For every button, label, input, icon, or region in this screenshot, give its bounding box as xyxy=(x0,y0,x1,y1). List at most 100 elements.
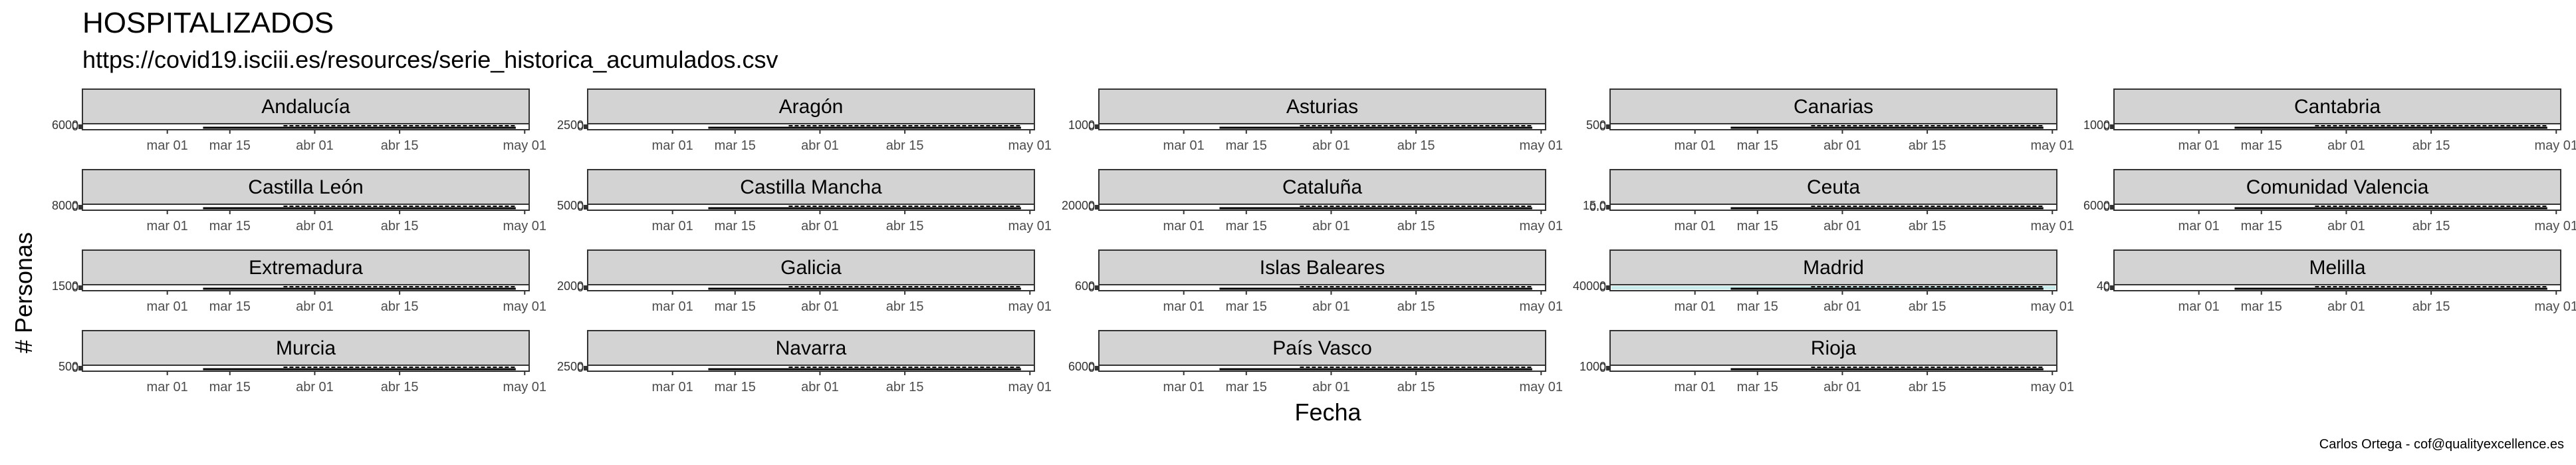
facet-strip-label: Aragón xyxy=(779,96,844,118)
x-tick-label: mar 15 xyxy=(715,219,756,233)
x-tick-label: mar 01 xyxy=(1163,380,1205,394)
y-tick-label: 0 xyxy=(577,361,584,375)
x-tick-label: mar 15 xyxy=(2241,219,2282,233)
facet-strip xyxy=(1098,169,1546,205)
y-tick-label: 0 xyxy=(577,200,584,214)
x-tick-label: abr 15 xyxy=(1909,380,1946,394)
facet-strip-label: Galicia xyxy=(780,257,842,279)
x-tick-label: abr 01 xyxy=(1312,299,1350,314)
y-tick-label: 600 xyxy=(1075,279,1095,293)
x-tick-label: mar 15 xyxy=(715,380,756,394)
x-tick-label: abr 01 xyxy=(296,219,334,233)
x-tick-label: may 01 xyxy=(503,138,546,153)
x-tick-label: may 01 xyxy=(1008,219,1052,233)
y-tick-label: 1000 xyxy=(1580,360,1606,373)
y-tick-label: 0 xyxy=(1599,120,1606,133)
x-tick-label: abr 01 xyxy=(1823,299,1861,314)
facet-strip xyxy=(82,249,530,285)
x-tick-label: abr 15 xyxy=(2412,299,2450,314)
x-tick-label: may 01 xyxy=(1519,380,1563,394)
x-tick-label: abr 15 xyxy=(381,299,419,314)
x-tick-label: mar 01 xyxy=(2178,138,2220,153)
x-tick-label: mar 15 xyxy=(1737,138,1778,153)
y-tick-label: 0 xyxy=(2103,200,2110,214)
facet-strip-label: Andalucía xyxy=(261,96,350,118)
x-tick-label: mar 15 xyxy=(2241,299,2282,314)
x-tick-label: abr 01 xyxy=(801,299,839,314)
x-tick-label: mar 01 xyxy=(2178,299,2220,314)
y-tick-mark xyxy=(2110,205,2113,210)
x-tick-label: abr 15 xyxy=(381,380,419,394)
x-tick-label: may 01 xyxy=(2030,138,2074,153)
x-tick-label: mar 15 xyxy=(1737,219,1778,233)
facet-strip-label: Islas Baleares xyxy=(1260,257,1385,279)
x-tick-label: may 01 xyxy=(2030,299,2074,314)
x-tick-label: mar 15 xyxy=(1737,380,1778,394)
x-tick-label: mar 01 xyxy=(147,299,188,314)
x-tick-label: abr 15 xyxy=(1397,299,1435,314)
y-axis-label: # Personas xyxy=(10,232,37,354)
y-tick-mark xyxy=(584,124,587,129)
x-tick-label: abr 15 xyxy=(1909,138,1946,153)
y-tick-mark xyxy=(1095,124,1098,129)
y-tick-mark xyxy=(1606,124,1609,129)
y-tick-label: 0 xyxy=(2103,281,2110,294)
y-tick-mark xyxy=(584,285,587,290)
x-tick-label: abr 01 xyxy=(2327,299,2365,314)
x-tick-label: may 01 xyxy=(2030,380,2074,394)
y-tick-mark xyxy=(78,285,82,290)
y-tick-mark xyxy=(1606,285,1609,290)
x-tick-label: abr 15 xyxy=(1909,299,1946,314)
x-tick-label: mar 01 xyxy=(147,219,188,233)
y-tick-label: 6000 xyxy=(52,118,78,132)
y-tick-label: 5000 xyxy=(557,199,584,212)
x-tick-label: mar 01 xyxy=(652,138,693,153)
x-tick-label: may 01 xyxy=(503,219,546,233)
x-tick-label: abr 01 xyxy=(1823,138,1861,153)
y-tick-mark xyxy=(1095,366,1098,371)
x-tick-label: mar 01 xyxy=(652,299,693,314)
y-tick-label: 0 xyxy=(577,281,584,294)
facet-strip-label: Extremadura xyxy=(249,257,363,279)
x-tick-label: abr 15 xyxy=(886,299,924,314)
facet-strip-label: País Vasco xyxy=(1272,337,1372,359)
x-tick-label: may 01 xyxy=(2534,299,2576,314)
y-tick-label: 1000 xyxy=(2083,118,2110,132)
facet-strip-label: Murcia xyxy=(276,337,336,359)
y-tick-label: 20000 xyxy=(1062,199,1095,212)
x-tick-label: abr 01 xyxy=(296,380,334,394)
x-tick-label: abr 01 xyxy=(1312,138,1350,153)
y-tick-label: 8000 xyxy=(52,199,78,212)
x-tick-label: mar 01 xyxy=(1675,219,1716,233)
x-tick-label: abr 01 xyxy=(2327,138,2365,153)
y-tick-label: 0 xyxy=(1088,120,1095,133)
y-tick-mark xyxy=(1095,285,1098,290)
x-tick-label: mar 01 xyxy=(147,380,188,394)
x-tick-label: mar 01 xyxy=(1163,299,1205,314)
x-tick-label: mar 15 xyxy=(209,138,251,153)
x-tick-label: mar 01 xyxy=(1675,380,1716,394)
y-tick-label: 0 xyxy=(1599,361,1606,375)
facet-strip xyxy=(1609,249,2057,285)
x-axis-label: Fecha xyxy=(1294,398,1361,426)
facet-strip-label: Melilla xyxy=(2309,257,2365,279)
y-tick-label: 1500 xyxy=(52,279,78,293)
x-tick-label: mar 15 xyxy=(715,138,756,153)
facet-strip xyxy=(1609,88,2057,124)
x-tick-label: abr 15 xyxy=(381,219,419,233)
x-tick-label: abr 01 xyxy=(801,380,839,394)
facet-strip-label: Canarias xyxy=(1794,96,1873,118)
x-tick-label: may 01 xyxy=(1008,138,1052,153)
x-tick-label: may 01 xyxy=(2534,219,2576,233)
x-tick-label: mar 15 xyxy=(1226,138,1267,153)
x-tick-label: mar 15 xyxy=(1737,299,1778,314)
y-tick-label: 0 xyxy=(1599,281,1606,294)
facet-strip xyxy=(587,88,1035,124)
x-tick-label: mar 15 xyxy=(209,219,251,233)
caption: Carlos Ortega - cof@qualityexcellence.es xyxy=(2319,437,2564,452)
facet-strip xyxy=(1098,330,1546,366)
chart-subtitle: https://covid19.isciii.es/resources/seri… xyxy=(82,46,778,73)
facet-strip xyxy=(1098,249,1546,285)
facet-strip-label: Comunidad Valencia xyxy=(2246,176,2429,198)
x-tick-label: abr 15 xyxy=(381,138,419,153)
